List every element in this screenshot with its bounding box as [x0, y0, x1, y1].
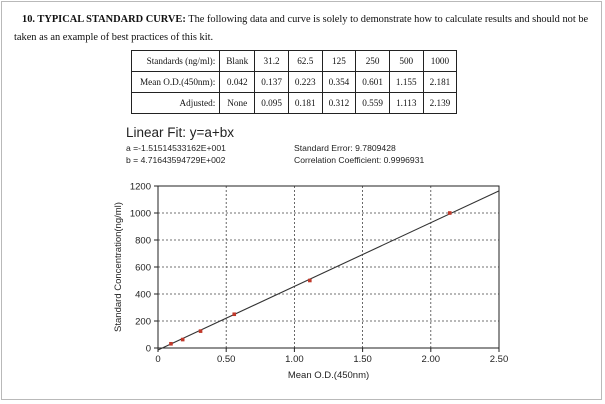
row-header: Mean O.D.(450nm):: [130, 71, 221, 93]
table-row: Adjusted: None 0.095 0.181 0.312 0.559 1.113 2.…: [130, 92, 458, 114]
data-point: [308, 278, 312, 283]
plot-area: 0 0.50 1.00 1.50 2.00 2.50 0 200 400 600 800 1000 12…: [113, 182, 508, 382]
table-cell: 0.559: [355, 92, 390, 114]
table-cell: 0.601: [355, 71, 390, 93]
table-cell: 1000: [422, 50, 458, 72]
x-tick-label: 2.00: [422, 354, 441, 365]
table-cell: Blank: [219, 50, 256, 72]
row-header: Adjusted:: [130, 92, 221, 114]
x-tick-label: 2.50: [490, 354, 509, 365]
x-tick-label: 0: [155, 354, 160, 365]
standards-table-body: Standards (ng/ml): Blank 31.2 62.5 125 250 500…: [130, 50, 458, 114]
table-cell: 0.042: [219, 71, 256, 93]
table-cell: 0.354: [321, 71, 357, 93]
table-cell: 0.223: [287, 71, 323, 93]
y-tick-label: 1200: [130, 182, 151, 193]
y-tick-label: 1000: [130, 209, 151, 220]
table-row: Standards (ng/ml): Blank 31.2 62.5 125 250 500…: [130, 50, 458, 72]
table-cell: 1.113: [388, 92, 424, 114]
data-point: [232, 312, 237, 317]
y-tick-label: 600: [135, 263, 151, 274]
table-cell: 31.2: [254, 50, 289, 72]
fit-standard-error: Standard Error: 9.7809428: [294, 143, 396, 153]
fit-title: Linear Fit: y=a+bx: [126, 125, 234, 140]
table-cell: 1.155: [388, 71, 424, 93]
table-cell: 125: [321, 50, 357, 72]
row-header: Standards (ng/ml):: [130, 50, 221, 72]
section-heading: 10. TYPICAL STANDARD CURVE: The followin…: [14, 11, 594, 47]
data-point: [198, 329, 203, 333]
section-text: The following data and curve is solely t…: [14, 14, 589, 43]
section-title: 10. TYPICAL STANDARD CURVE:: [22, 14, 186, 25]
y-tick-label: 400: [135, 290, 151, 301]
fit-correlation: Correlation Coefficient: 0.9996931: [294, 155, 424, 165]
table-cell: 2.181: [422, 71, 458, 93]
x-tick-label: 1.50: [353, 354, 372, 365]
table-cell: 0.181: [287, 92, 323, 114]
standard-curve-chart: Linear Fit: y=a+bx a =-1.51514533162E+00…: [113, 125, 508, 382]
table-cell: 2.139: [422, 92, 458, 114]
table-cell: 250: [355, 50, 390, 72]
table-row: Mean O.D.(450nm): 0.042 0.137 0.223 0.354 0.6…: [130, 71, 458, 93]
data-point: [180, 337, 185, 342]
table-cell: 500: [388, 50, 424, 72]
data-point: [169, 341, 173, 346]
y-tick-label: 0: [146, 344, 151, 355]
table-cell: None: [219, 92, 256, 114]
x-tick-label: 0.50: [217, 354, 236, 365]
fit-param-b: b = 4.71643594729E+002: [126, 155, 226, 165]
standards-table: Standards (ng/ml): Blank 31.2 62.5 125 250 500…: [130, 50, 458, 114]
x-axis-label: Mean O.D.(450nm): [288, 370, 369, 381]
y-tick-label: 800: [135, 236, 151, 247]
table-cell: 0.095: [254, 92, 289, 114]
table-cell: 0.137: [254, 71, 289, 93]
x-tick-label: 1.00: [285, 354, 304, 365]
fit-line: [157, 190, 500, 351]
table-cell: 62.5: [287, 50, 323, 72]
table-cell: 0.312: [321, 92, 357, 114]
y-axis-label: Standard Concentration(ng/ml): [113, 202, 124, 332]
fit-param-a: a =-1.51514533162E+001: [126, 143, 226, 153]
y-tick-label: 200: [135, 317, 151, 328]
data-point: [447, 211, 452, 215]
